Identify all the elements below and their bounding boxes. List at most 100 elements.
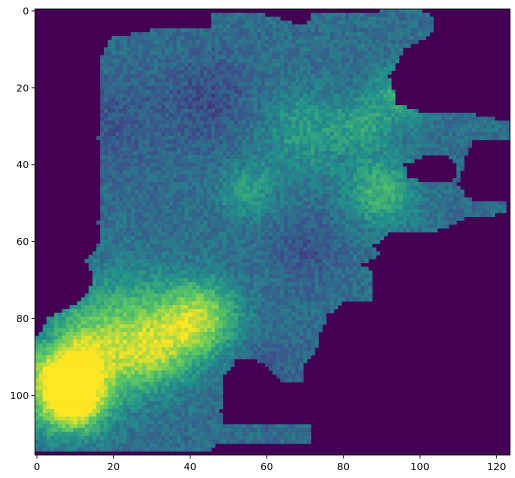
heatmap-cell (349, 78, 354, 83)
heatmap-cell (379, 62, 384, 68)
heatmap-cell (356, 105, 361, 110)
heatmap-cell (107, 66, 113, 71)
heatmap-cell (165, 85, 170, 91)
heatmap-cell (238, 228, 243, 233)
heatmap-cell (441, 189, 446, 194)
heatmap-cell (398, 9, 404, 14)
heatmap-cell (138, 228, 143, 233)
heatmap-cell (226, 70, 231, 75)
heatmap-cell (391, 151, 396, 156)
heatmap-cell (169, 108, 174, 114)
heatmap-cell (180, 93, 185, 98)
heatmap-cell (230, 224, 235, 229)
heatmap-cell (471, 132, 476, 137)
heatmap-cell (498, 201, 503, 206)
heatmap-cell (387, 32, 392, 37)
heatmap-cell (215, 228, 220, 233)
heatmap-cell (264, 97, 270, 102)
heatmap-cell (261, 89, 266, 94)
heatmap-cell (306, 51, 312, 56)
heatmap-cell (306, 70, 312, 75)
heatmap-cell (192, 220, 197, 225)
heatmap-cell (142, 185, 147, 191)
heatmap-cell (215, 185, 220, 191)
heatmap-cell (337, 128, 342, 133)
heatmap-cell (241, 93, 247, 98)
heatmap-cell (253, 62, 258, 68)
heatmap-cell (375, 208, 381, 214)
heatmap-cell (406, 178, 411, 183)
heatmap-cell (395, 189, 400, 194)
heatmap-cell (195, 189, 201, 194)
heatmap-cell (180, 116, 185, 121)
heatmap-cell (329, 212, 335, 218)
heatmap-cell (272, 93, 277, 98)
heatmap-cell (460, 189, 465, 194)
heatmap-cell (207, 143, 212, 148)
heatmap-cell (333, 32, 339, 37)
heatmap-cell (176, 139, 181, 144)
heatmap-cell (352, 170, 358, 175)
heatmap-cell (318, 24, 323, 29)
heatmap-cell (226, 147, 231, 152)
heatmap-cell (387, 193, 392, 198)
heatmap-cell (234, 20, 239, 25)
heatmap-cell (153, 89, 158, 94)
heatmap-cell (176, 147, 181, 152)
heatmap-cell (318, 32, 323, 37)
heatmap-cell (276, 170, 281, 175)
heatmap-cell (402, 151, 407, 156)
heatmap-cell (349, 124, 354, 129)
heatmap-cell (406, 20, 411, 25)
heatmap-cell (368, 66, 373, 71)
heatmap-cell (303, 62, 308, 68)
heatmap-cell (295, 189, 300, 194)
heatmap-cell (352, 166, 358, 171)
heatmap-cell (437, 197, 442, 202)
heatmap-cell (130, 70, 135, 75)
heatmap-cell (360, 16, 365, 21)
heatmap-cell (272, 24, 277, 29)
heatmap-cell (295, 197, 300, 202)
heatmap-cell (287, 155, 293, 160)
heatmap-cell (395, 105, 400, 110)
heatmap-cell (368, 193, 373, 198)
heatmap-cell (180, 108, 185, 114)
heatmap-cell (456, 189, 461, 194)
heatmap-cell (456, 124, 461, 129)
heatmap-cell (391, 124, 396, 129)
heatmap-cell (276, 189, 281, 194)
heatmap-cell (406, 185, 411, 191)
heatmap-cell (287, 185, 293, 191)
heatmap-cell (391, 201, 396, 206)
heatmap-cell (437, 143, 442, 148)
heatmap-cell (176, 162, 181, 168)
heatmap-cell (207, 124, 212, 129)
heatmap-cell (203, 208, 208, 214)
heatmap-cell (249, 62, 254, 68)
heatmap-cell (441, 135, 446, 141)
heatmap-cell (479, 132, 484, 137)
heatmap-cell (226, 62, 231, 68)
heatmap-cell (149, 74, 155, 79)
heatmap-cell (245, 139, 250, 144)
heatmap-cell (157, 147, 162, 152)
heatmap-cell (142, 97, 147, 102)
heatmap-cell (291, 105, 296, 110)
heatmap-cell (329, 232, 335, 237)
heatmap-cell (391, 20, 396, 25)
heatmap-cell (245, 12, 250, 18)
heatmap-cell (245, 62, 250, 68)
heatmap-cell (349, 178, 354, 183)
heatmap-cell (222, 58, 227, 64)
heatmap-cell (207, 185, 212, 191)
heatmap-cell (287, 174, 293, 179)
heatmap-cell (203, 35, 208, 41)
heatmap-cell (203, 70, 208, 75)
heatmap-cell (421, 124, 427, 129)
heatmap-cell (126, 139, 132, 144)
heatmap-cell (130, 97, 135, 102)
heatmap-cell (230, 205, 235, 210)
heatmap-cell (241, 197, 247, 202)
heatmap-cell (387, 39, 392, 44)
